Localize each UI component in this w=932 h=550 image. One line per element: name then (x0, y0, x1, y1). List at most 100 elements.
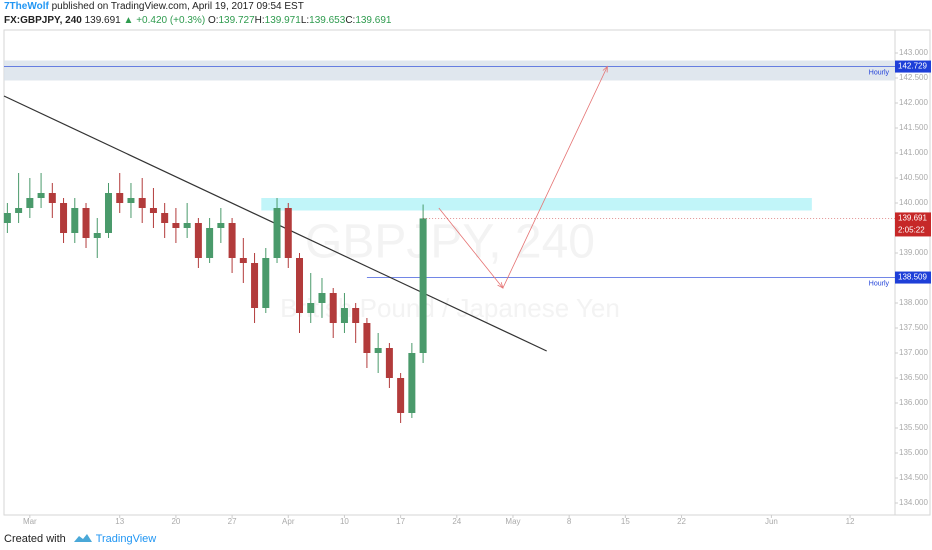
x-tick-label: 15 (621, 517, 630, 526)
ohlc-value: 139.971 (264, 15, 301, 26)
candle-body (408, 353, 416, 413)
x-tick-label: Apr (282, 517, 295, 526)
x-tick-label: 13 (115, 517, 124, 526)
author[interactable]: 7TheWolf (4, 1, 49, 12)
y-tick-label: 137.000 (899, 348, 928, 357)
candle-body (318, 293, 326, 303)
ohlc-value: 139.691 (355, 15, 392, 26)
level-label: Hourly (869, 69, 890, 76)
candle-body (71, 208, 79, 233)
candle-body (3, 213, 11, 223)
candle-body (206, 228, 214, 258)
x-tick-label: 12 (846, 517, 855, 526)
x-tick-label: 10 (340, 517, 349, 526)
y-tick-label: 138.000 (899, 298, 928, 307)
y-tick-label: 140.500 (899, 173, 928, 182)
watermark: GBPJPY, 240 (305, 216, 595, 269)
candle-body (307, 303, 315, 313)
y-tick-label: 134.000 (899, 498, 928, 507)
candle-body (273, 208, 281, 258)
candle-body (93, 233, 101, 238)
y-tick-label: 137.500 (899, 323, 928, 332)
candle-body (340, 308, 348, 323)
candle-body (37, 193, 45, 198)
candle-body (374, 348, 382, 353)
ohlc-label: L: (300, 15, 310, 26)
footer: Created with TradingView (4, 532, 156, 545)
watermark: British Pound / Japanese Yen (280, 293, 620, 323)
candle-body (26, 198, 34, 208)
price-box (895, 271, 931, 284)
level-label: Hourly (869, 280, 890, 287)
candle-body (60, 203, 68, 233)
countdown: 2:05:22 (898, 226, 925, 235)
candle-body (352, 308, 360, 323)
y-tick-label: 135.500 (899, 423, 928, 432)
y-tick-label: 143.000 (899, 48, 928, 57)
price-box (895, 60, 931, 73)
published: published on TradingView.com, April 19, … (51, 1, 304, 12)
candle-body (284, 208, 292, 258)
candle-body (239, 258, 247, 263)
y-tick-label: 139.000 (899, 248, 928, 257)
ohlc: O:139.727H:139.971L:139.653C:139.691 (208, 15, 392, 26)
y-tick-label: 136.500 (899, 373, 928, 382)
candle-body (363, 323, 371, 353)
zone (261, 198, 812, 211)
candle-body (172, 223, 180, 228)
symbol-line: FX:GBPJPY, 240 139.691 ▲ +0.420 (+0.3%) … (4, 15, 391, 26)
arrow-head (497, 282, 504, 289)
y-tick-label: 134.500 (899, 473, 928, 482)
x-tick-label: 20 (171, 517, 180, 526)
y-tick-label: 135.000 (899, 448, 928, 457)
x-tick-label: 27 (228, 517, 237, 526)
y-tick-label: 141.000 (899, 148, 928, 157)
candle-body (161, 213, 169, 223)
candle-body (15, 208, 23, 213)
candle-body (228, 223, 236, 258)
candle-body (262, 258, 270, 308)
x-tick-label: 8 (567, 517, 572, 526)
candle-body (217, 223, 225, 228)
y-tick-label: 136.000 (899, 398, 928, 407)
candle-body (296, 258, 304, 313)
ohlc-value: 139.653 (309, 15, 346, 26)
x-tick-label: Jun (765, 517, 778, 526)
ohlc-label: O: (207, 15, 219, 26)
arrow-head (602, 65, 608, 73)
logo (73, 534, 92, 542)
ohlc-label: C: (345, 15, 356, 26)
candle-body (251, 263, 259, 308)
y-tick-label: 140.000 (899, 198, 928, 207)
price-box (895, 212, 931, 237)
brand[interactable]: TradingView (95, 533, 157, 545)
x-tick-label: Mar (23, 517, 37, 526)
price-box-label: 138.509 (898, 273, 927, 282)
candle-body (385, 348, 393, 378)
candle-body (116, 193, 124, 203)
candle-body (419, 218, 427, 353)
header-line: 7TheWolf published on TradingView.com, A… (4, 1, 304, 12)
candle-body (104, 193, 112, 233)
zone (4, 60, 895, 81)
y-tick-label: 142.000 (899, 98, 928, 107)
price-box-label: 142.729 (898, 62, 927, 71)
candle-body (127, 198, 135, 203)
candle-body (329, 293, 337, 323)
candle-body (397, 378, 405, 413)
ohlc-value: 139.727 (218, 15, 255, 26)
symbol: FX:GBPJPY, 240 (4, 15, 82, 26)
y-tick-label: 141.500 (899, 123, 928, 132)
y-tick-label: 142.500 (899, 73, 928, 82)
x-tick-label: 24 (452, 517, 461, 526)
candle-body (183, 223, 191, 228)
x-tick-label: 22 (677, 517, 686, 526)
plot-frame (3, 29, 931, 516)
candle-body (149, 208, 157, 213)
candle-body (138, 198, 146, 208)
candle-body (194, 223, 202, 258)
x-tick-label: May (505, 517, 520, 526)
x-tick-label: 17 (396, 517, 405, 526)
